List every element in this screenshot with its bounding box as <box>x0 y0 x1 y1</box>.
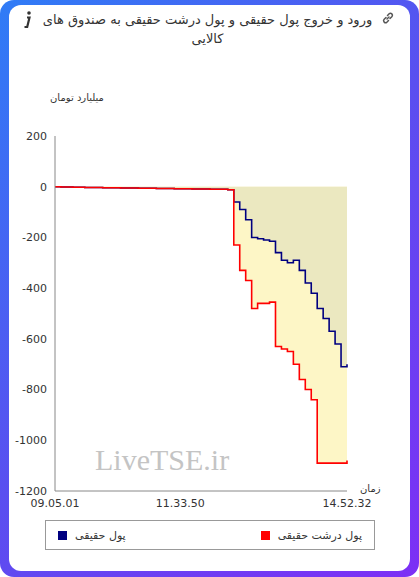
svg-text:09.05.01: 09.05.01 <box>31 497 80 510</box>
svg-text:14.52.32: 14.52.32 <box>323 497 372 510</box>
svg-text:-200: -200 <box>22 231 47 244</box>
svg-text:-400: -400 <box>22 282 47 295</box>
svg-text:11.33.50: 11.33.50 <box>156 497 205 510</box>
svg-text:0: 0 <box>40 181 47 194</box>
svg-text:200: 200 <box>26 130 47 143</box>
svg-text:-1000: -1000 <box>15 434 47 447</box>
html-text:پول درشت حقیقی: پول درشت حقیقی <box>277 528 362 542</box>
html-text:زمان: زمان <box>360 483 381 494</box>
svg-text:-800: -800 <box>22 383 47 396</box>
html-text:ورود و خروج پول حقیقی و پول در: ورود و خروج پول حقیقی و پول درشت حقیقی ب… <box>42 12 373 46</box>
html-text:میلیارد تومان: میلیارد تومان <box>50 92 104 103</box>
html-text:پول حقیقی: پول حقیقی <box>75 528 126 542</box>
svg-text:-1200: -1200 <box>15 485 47 498</box>
svg-text:-600: -600 <box>22 333 47 346</box>
html-text:LiveTSE.ir: LiveTSE.ir <box>95 443 230 476</box>
